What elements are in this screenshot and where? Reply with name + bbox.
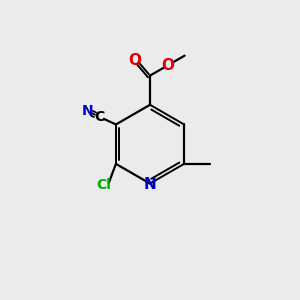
Text: O: O xyxy=(128,53,141,68)
Text: O: O xyxy=(162,58,175,73)
Text: N: N xyxy=(144,178,156,193)
Text: N: N xyxy=(82,104,93,118)
Text: C: C xyxy=(94,110,105,124)
Text: Cl: Cl xyxy=(96,178,111,192)
